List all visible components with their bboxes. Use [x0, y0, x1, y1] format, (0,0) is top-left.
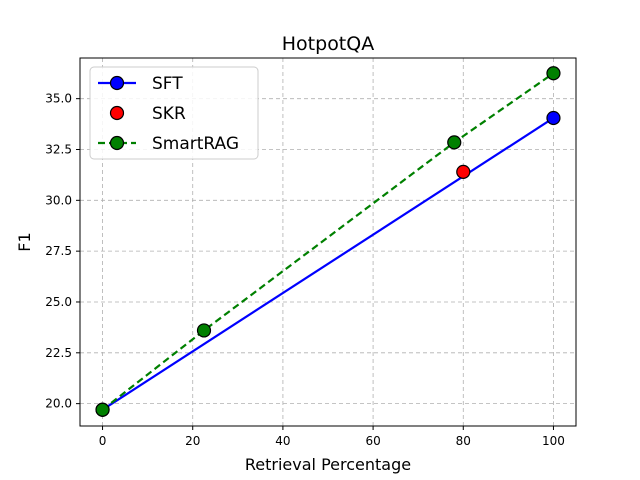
data-point-smartrag: [447, 135, 462, 150]
y-tick-label: 35.0: [45, 92, 72, 106]
x-tick-label: 20: [185, 434, 200, 448]
x-tick-label: 100: [542, 434, 565, 448]
legend-item-skr: SKR: [109, 104, 186, 124]
tick-layer: 0 20 40 60 80 100 20.0 22.5 25.0 27.5 30.0 32.5 35.0: [45, 92, 565, 448]
x-tick-label: 0: [99, 434, 107, 448]
chart-title: HotpotQA: [282, 33, 374, 55]
y-tick-label: 20.0: [45, 397, 72, 411]
data-point-smartrag: [546, 66, 561, 81]
legend-item-smartrag: SmartRAG: [98, 134, 239, 154]
legend-marker-skr: [109, 105, 125, 121]
y-tick-label: 22.5: [45, 346, 72, 360]
legend: SFT SKR SmartRAG: [89, 66, 259, 160]
y-axis-label: F1: [15, 232, 34, 251]
data-point-sft: [546, 110, 561, 126]
data-point-skr: [456, 164, 471, 179]
legend-label-smartrag: SmartRAG: [152, 134, 239, 154]
x-tick-label: 40: [275, 434, 290, 448]
legend-marker-smartrag: [109, 135, 125, 151]
data-point-smartrag: [95, 402, 110, 417]
x-tick-label: 80: [456, 434, 471, 448]
legend-box: [89, 66, 259, 160]
legend-item-sft: SFT: [98, 74, 183, 94]
plot-frame: [79, 57, 577, 427]
series-layer: [95, 66, 561, 417]
series-skr: [456, 164, 471, 179]
grid-layer: [80, 58, 576, 426]
legend-marker-sft: [109, 75, 125, 91]
legend-label-skr: SKR: [152, 104, 186, 124]
y-tick-label: 27.5: [45, 244, 72, 258]
y-tick-label: 30.0: [45, 193, 72, 207]
x-axis-label: Retrieval Percentage: [245, 455, 411, 474]
y-tick-label: 32.5: [45, 142, 72, 156]
series-smartrag: [95, 66, 561, 417]
legend-label-sft: SFT: [152, 74, 183, 94]
y-tick-label: 25.0: [45, 295, 72, 309]
x-tick-label: 60: [365, 434, 380, 448]
data-point-smartrag: [196, 323, 212, 338]
series-line-sft: [101, 117, 555, 411]
